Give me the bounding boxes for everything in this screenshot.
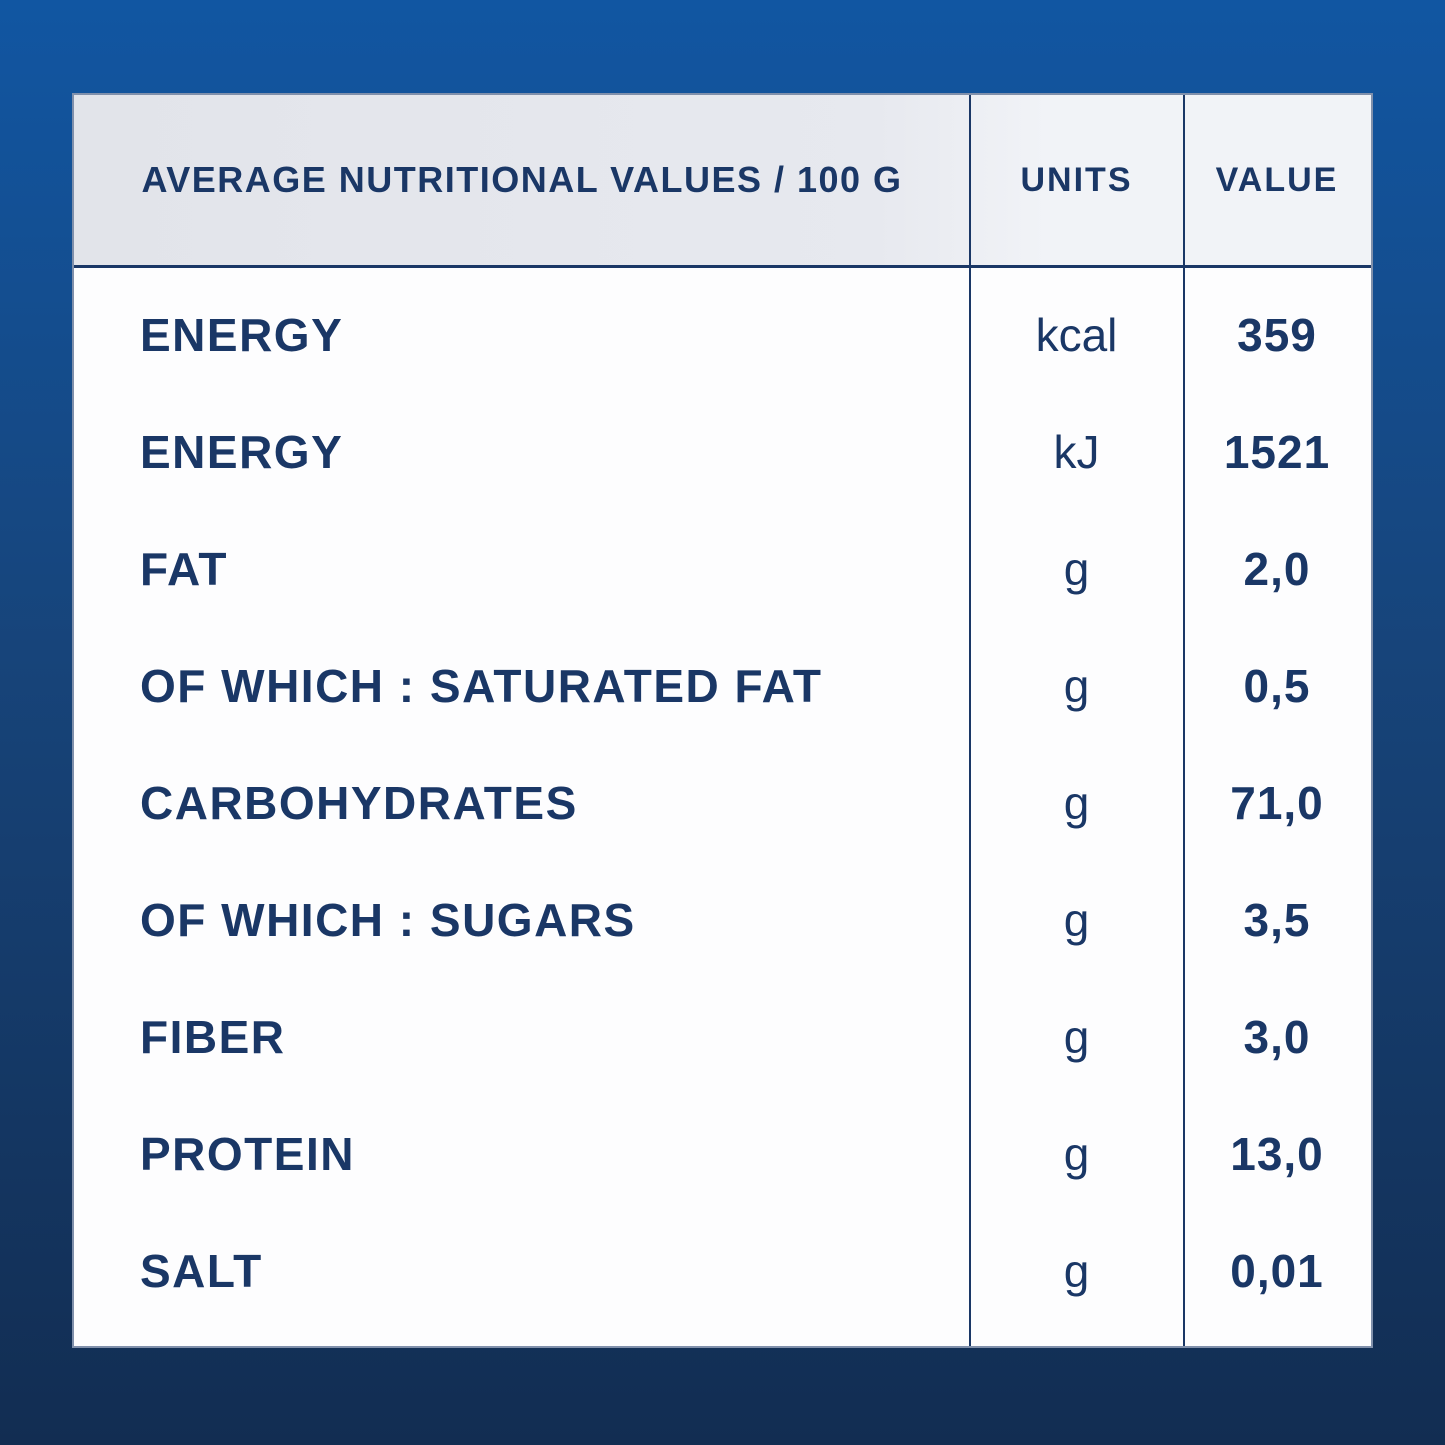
- nutrient-label: PROTEIN: [140, 1127, 355, 1180]
- column-divider-units: [969, 95, 971, 1346]
- table-row: ENERGY kcal 359: [74, 276, 1371, 393]
- table-row: ENERGY kJ 1521: [74, 393, 1371, 510]
- nutrient-value: 2,0: [1243, 542, 1311, 595]
- table-row: SALT g 0,01: [74, 1212, 1371, 1329]
- nutrient-value: 359: [1237, 308, 1317, 361]
- nutrient-unit: g: [1063, 1010, 1090, 1063]
- nutrient-value: 71,0: [1230, 776, 1324, 829]
- nutrient-value: 13,0: [1230, 1127, 1324, 1180]
- nutrient-label: ENERGY: [140, 308, 344, 361]
- nutrient-unit: kcal: [1035, 308, 1118, 361]
- nutrient-label: OF WHICH : SATURATED FAT: [140, 659, 823, 712]
- table-row: CARBOHYDRATES g 71,0: [74, 744, 1371, 861]
- nutrient-label: FIBER: [140, 1010, 286, 1063]
- nutrition-table: AVERAGE NUTRITIONAL VALUES / 100 G UNITS…: [72, 93, 1373, 1348]
- table-row: OF WHICH : SATURATED FAT g 0,5: [74, 627, 1371, 744]
- table-header-row: AVERAGE NUTRITIONAL VALUES / 100 G UNITS…: [74, 95, 1371, 268]
- header-value: VALUE: [1215, 160, 1339, 199]
- nutrient-unit: g: [1063, 542, 1090, 595]
- table-row: OF WHICH : SUGARS g 3,5: [74, 861, 1371, 978]
- nutrient-label: SALT: [140, 1244, 263, 1297]
- header-units: UNITS: [1020, 160, 1133, 199]
- nutrient-value: 0,01: [1230, 1244, 1324, 1297]
- nutrient-unit: g: [1063, 1244, 1090, 1297]
- nutrient-unit: kJ: [1053, 425, 1100, 478]
- nutrient-label: FAT: [140, 542, 228, 595]
- column-divider-value: [1183, 95, 1185, 1346]
- header-average-nutritional-values: AVERAGE NUTRITIONAL VALUES / 100 G: [141, 159, 903, 200]
- nutrient-unit: g: [1063, 1127, 1090, 1180]
- nutrient-label: ENERGY: [140, 425, 344, 478]
- nutrient-value: 3,5: [1243, 893, 1311, 946]
- nutrient-unit: g: [1063, 893, 1090, 946]
- table-row: FAT g 2,0: [74, 510, 1371, 627]
- nutrient-unit: g: [1063, 659, 1090, 712]
- nutrient-value: 1521: [1223, 425, 1331, 478]
- nutrient-unit: g: [1063, 776, 1090, 829]
- nutrient-value: 0,5: [1243, 659, 1311, 712]
- table-row: FIBER g 3,0: [74, 978, 1371, 1095]
- table-body: ENERGY kcal 359 ENERGY kJ 1521 FAT g 2,0…: [74, 268, 1371, 1346]
- nutrient-label: OF WHICH : SUGARS: [140, 893, 636, 946]
- table-row: PROTEIN g 13,0: [74, 1095, 1371, 1212]
- nutrient-value: 3,0: [1243, 1010, 1311, 1063]
- nutrient-label: CARBOHYDRATES: [140, 776, 578, 829]
